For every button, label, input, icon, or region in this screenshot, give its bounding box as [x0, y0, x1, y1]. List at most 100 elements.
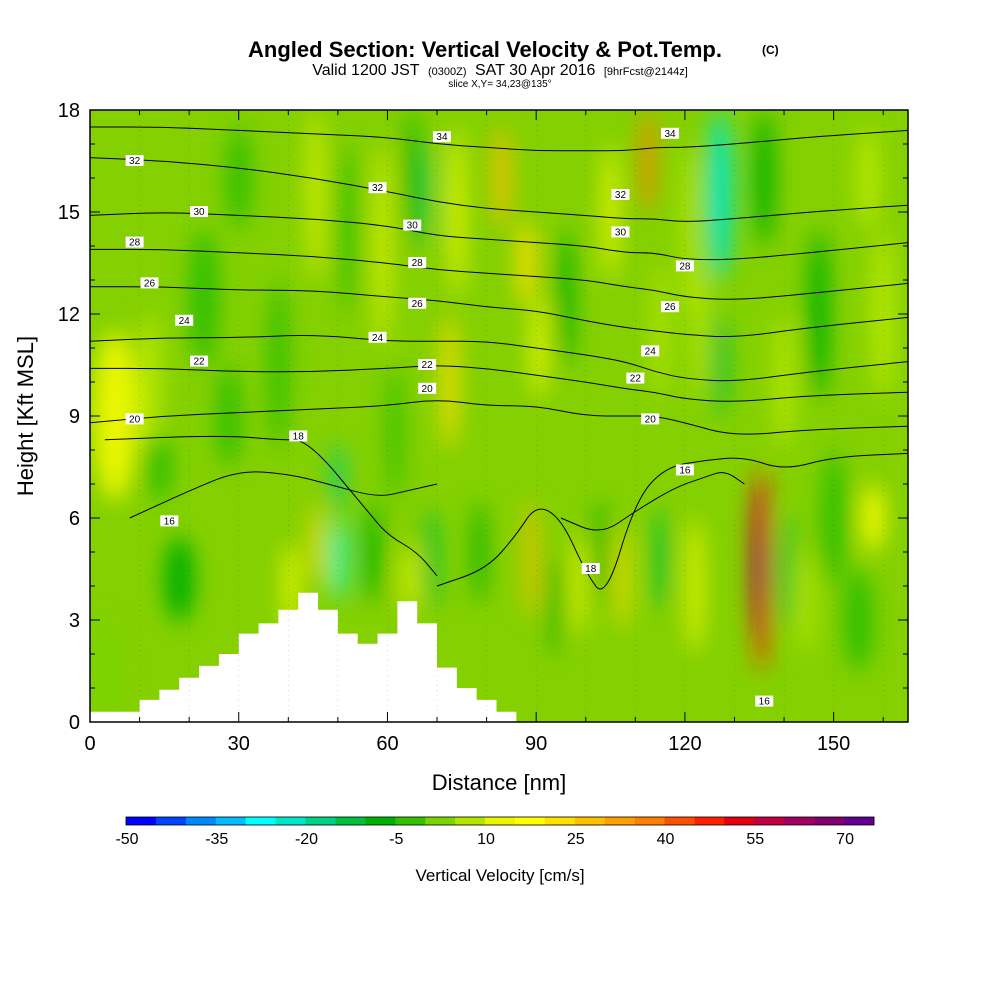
velocity-cell — [572, 535, 585, 637]
contour-label: 16 — [759, 697, 771, 708]
colorbar-tick-label: 25 — [567, 831, 585, 848]
velocity-cell — [309, 110, 322, 280]
contour-label-box — [190, 355, 209, 367]
velocity-cell — [707, 110, 733, 280]
velocity-cell — [692, 263, 708, 399]
contour-label: 18 — [585, 564, 597, 575]
y-tick-label: 6 — [69, 508, 80, 530]
contour-label-box — [432, 131, 451, 143]
velocity-cell — [284, 543, 297, 629]
velocity-cell — [340, 144, 356, 314]
colorbar-label: Vertical Velocity [cm/s] — [415, 866, 584, 885]
contour-label-box — [125, 236, 144, 248]
contour-label: 20 — [129, 414, 141, 425]
contour-label: 16 — [679, 465, 691, 476]
contour-label-box — [641, 345, 660, 357]
contour-label: 16 — [164, 516, 176, 527]
colorbar-segment — [395, 817, 426, 825]
valid-date: SAT 30 Apr 2016 — [475, 62, 595, 79]
contour-label-box — [661, 127, 680, 139]
valid-time: Valid 1200 JST — [312, 62, 420, 79]
contour-label-box — [611, 226, 630, 238]
velocity-cell — [376, 144, 389, 348]
velocity-cell — [712, 314, 728, 416]
colorbar-tick-label: 40 — [657, 831, 675, 848]
contour-label-box — [403, 219, 422, 231]
contour-label-box — [289, 430, 308, 442]
velocity-cell — [798, 552, 814, 654]
colorbar-segment — [814, 817, 845, 825]
velocity-cell — [843, 569, 874, 671]
y-tick-label: 18 — [58, 100, 80, 122]
velocity-cell — [90, 620, 123, 722]
colorbar-segment — [155, 817, 187, 825]
contour-label: 22 — [194, 357, 206, 368]
contour-label: 34 — [664, 129, 676, 140]
velocity-cell — [821, 450, 847, 586]
colorbar-tick-label: 70 — [836, 831, 854, 848]
colorbar-segment — [514, 817, 546, 825]
contour-label-box — [581, 563, 600, 574]
theta-contour-20 — [90, 400, 908, 435]
contour-label-box — [755, 695, 774, 707]
contour-label: 24 — [179, 316, 191, 327]
contour-label-box — [125, 155, 144, 166]
theta-contour-32 — [90, 157, 908, 222]
slice-info: slice X,Y= 34,23@135° — [448, 79, 551, 90]
chart-subtitle: Valid 1200 JST (0300Z) SAT 30 Apr 2016 [… — [312, 62, 688, 79]
theta-contour-26 — [90, 286, 908, 338]
contour-label-box — [408, 257, 427, 268]
chart-title-tag: (C) — [762, 43, 779, 57]
theta-contour-18 — [436, 452, 908, 590]
colorbar-tick-label: -5 — [389, 831, 403, 848]
velocity-cell — [403, 545, 416, 614]
contour-label: 28 — [129, 238, 141, 249]
theta-contour-28 — [90, 248, 908, 300]
colorbar-segment — [544, 817, 576, 825]
contour-label: 24 — [645, 346, 657, 357]
velocity-cell — [808, 229, 829, 399]
contour-label: 32 — [615, 190, 627, 201]
contour-label-box — [418, 382, 437, 394]
colorbar-segment — [365, 817, 396, 825]
theta-contour-22 — [90, 365, 908, 402]
y-tick-label: 12 — [58, 304, 80, 326]
velocity-cell — [387, 365, 403, 501]
colorbar-segment — [694, 817, 725, 825]
colorbar-tick-label: -20 — [295, 831, 318, 848]
velocity-cell — [441, 314, 457, 450]
contour-label: 30 — [407, 221, 419, 232]
contour-label: 24 — [372, 333, 384, 344]
colorbar-segment — [574, 817, 606, 825]
velocity-cell — [472, 501, 486, 603]
colorbar-tick-label: 10 — [477, 831, 495, 848]
velocity-cell — [189, 229, 219, 365]
contour-label-box — [190, 206, 209, 217]
colorbar-segment — [126, 817, 157, 825]
x-tick-label: 120 — [668, 733, 701, 755]
colorbar-segment — [844, 817, 875, 825]
colorbar-segment — [724, 817, 755, 825]
contour-label: 20 — [645, 414, 657, 425]
contour-label-box — [675, 260, 694, 272]
plot-area: 32 30 28 26 24 22 20 18 16 34 32 30 28 26 24 22 20 18 34 32… — [90, 110, 908, 722]
contour-label-box — [160, 515, 179, 527]
velocity-cell — [449, 127, 465, 297]
colorbar-tick-label: -50 — [115, 831, 138, 848]
contour-label-box — [140, 277, 159, 289]
colorbar-segment — [275, 817, 307, 825]
colorbar: -50 -35 -20 -5 10 25 40 55 70 — [115, 816, 875, 848]
velocity-cell — [754, 110, 775, 246]
contour-label-box — [611, 189, 630, 200]
velocity-cell — [549, 552, 563, 654]
contour-label: 18 — [293, 431, 305, 442]
colorbar-segment — [634, 817, 666, 825]
colorbar-segment — [455, 817, 486, 825]
contour-label-box — [661, 301, 680, 313]
contour-label-box — [175, 314, 194, 326]
velocity-cell — [92, 331, 138, 501]
contour-label-box — [125, 413, 144, 425]
colorbar-segment — [305, 817, 336, 825]
y-axis-label: Height [Kft MSL] — [13, 336, 38, 496]
contour-label-box — [418, 359, 437, 370]
